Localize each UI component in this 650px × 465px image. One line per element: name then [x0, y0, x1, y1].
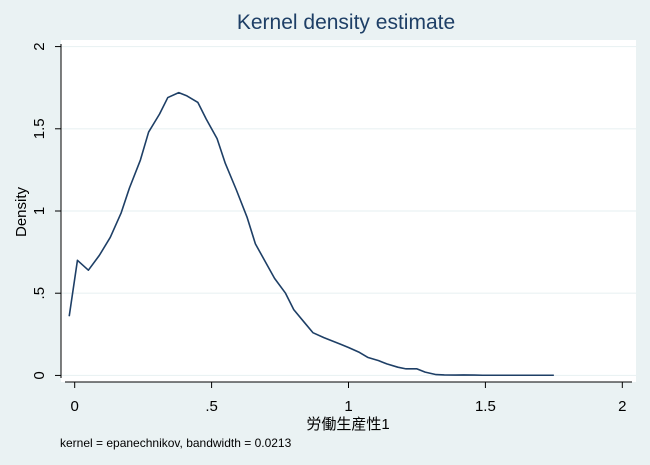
- y-tick-label-1: .5: [31, 287, 48, 300]
- x-axis-title: 労働生産性1: [306, 416, 389, 433]
- x-tick-label-0: 0: [71, 398, 79, 415]
- x-tick-label-1: .5: [205, 398, 218, 415]
- axes: 0 .5 1 1.5 2 0 .5 1 1.5 2: [31, 42, 632, 415]
- x-tick-label-3: 1.5: [475, 398, 496, 415]
- y-axis-title: Density: [13, 186, 30, 237]
- gridlines: [61, 45, 636, 377]
- y-tick-label-0: 0: [31, 371, 48, 379]
- chart-title: Kernel density estimate: [237, 11, 455, 34]
- x-tick-label-4: 2: [618, 398, 626, 415]
- y-tick-label-3: 1.5: [31, 118, 48, 139]
- chart-note: kernel = epanechnikov, bandwidth = 0.021…: [60, 436, 292, 450]
- x-tick-label-2: 1: [344, 398, 352, 415]
- y-tick-label-4: 2: [31, 42, 48, 50]
- y-tick-label-2: 1: [31, 207, 48, 215]
- density-line-0: [68, 91, 554, 377]
- series-layer: [68, 91, 554, 377]
